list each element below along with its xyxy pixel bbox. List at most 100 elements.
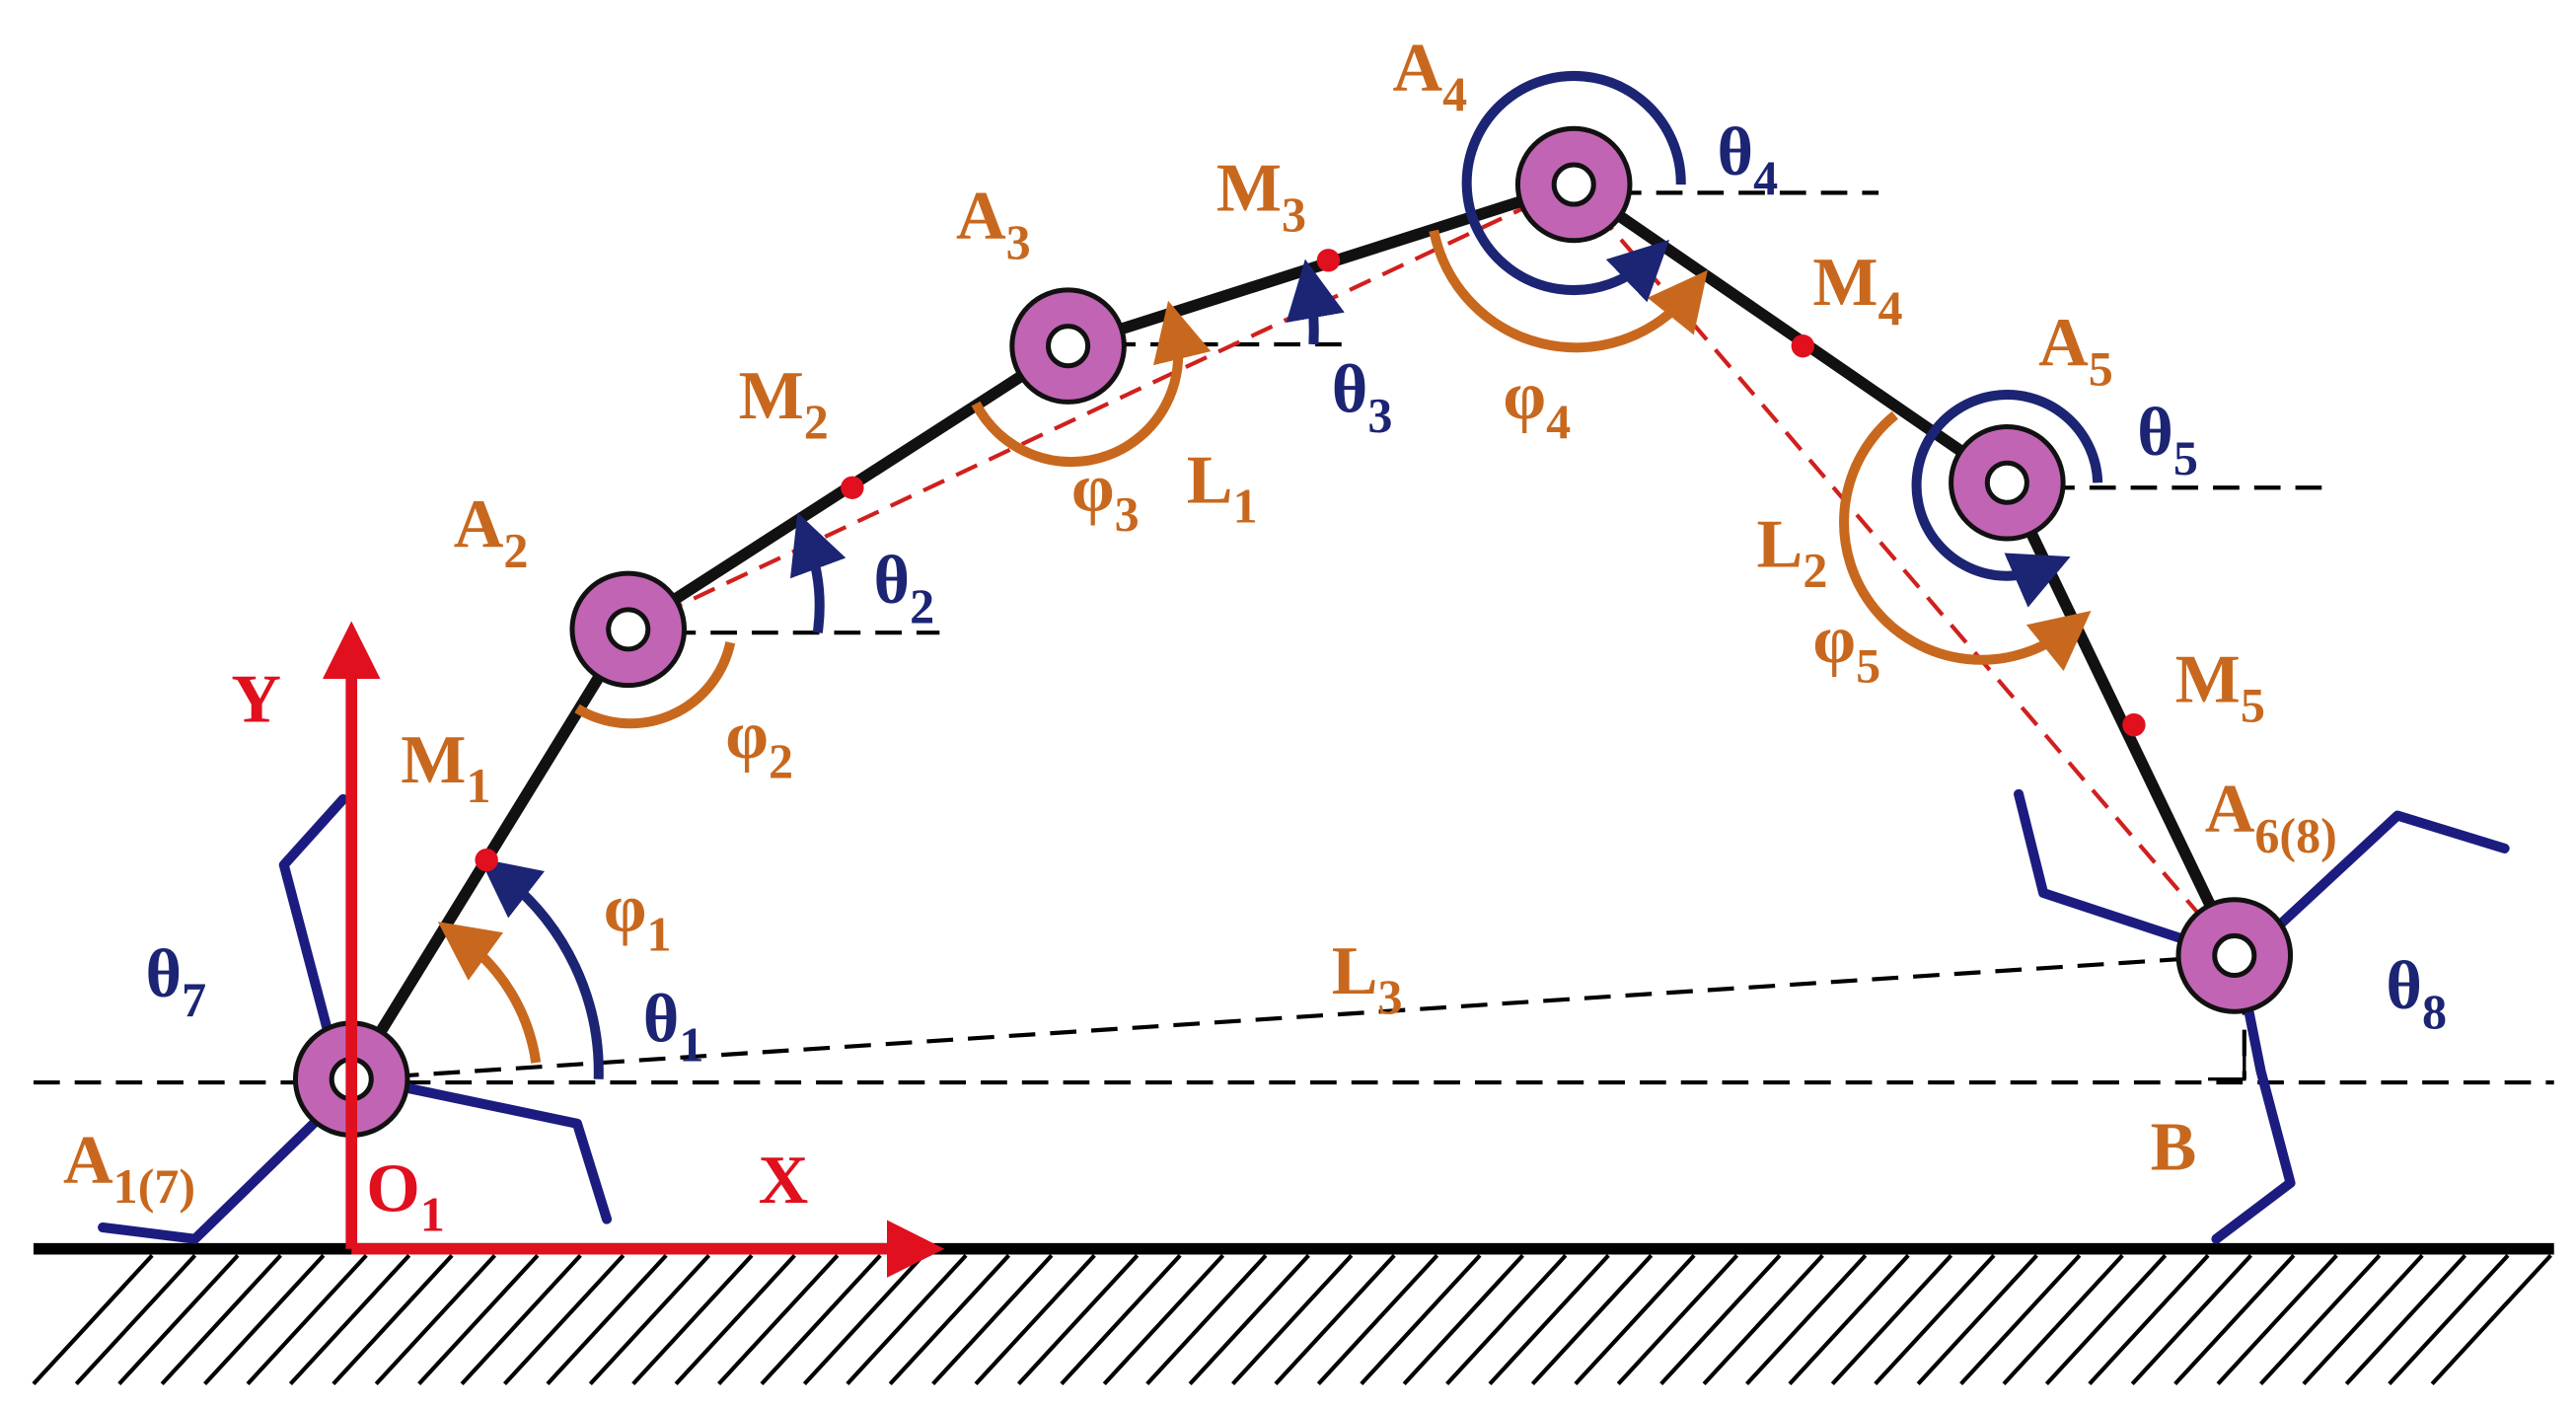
hatch-line [1916, 1253, 2038, 1386]
hatch-line [2388, 1253, 2510, 1386]
label: L2 [1757, 506, 1828, 597]
hatch-line [546, 1253, 668, 1386]
arc-phi5 [1838, 410, 2092, 672]
label-subscript: 5 [2089, 341, 2113, 397]
label: M5 [2175, 641, 2265, 732]
label-text: θ [874, 543, 911, 619]
label-subscript: 2 [769, 733, 793, 788]
label-text: A [2205, 772, 2255, 848]
hatch-line [1659, 1253, 1782, 1386]
label-text: M [401, 722, 466, 798]
hatch-line [160, 1253, 282, 1386]
hatch-line [846, 1253, 968, 1386]
label: B [2151, 1110, 2197, 1186]
hatch-line [1102, 1253, 1225, 1386]
hatch-line [460, 1253, 582, 1386]
label-text: φ [725, 698, 769, 774]
label-text: B [2151, 1110, 2197, 1186]
label-text: M [739, 358, 804, 434]
hatch-line [1530, 1253, 1654, 1386]
label-text: X [759, 1143, 809, 1219]
label-subscript: 8 [2422, 984, 2447, 1039]
label-text: φ [1503, 358, 1546, 434]
label-subscript: 6(8) [2254, 807, 2336, 862]
hatch-line [117, 1253, 240, 1386]
mass-point [1791, 333, 1814, 358]
label: A5 [2038, 306, 2113, 397]
hatch-line [1316, 1253, 1439, 1386]
reference-lines [33, 190, 2554, 1085]
label: M3 [1216, 151, 1306, 242]
hatch-line [1016, 1253, 1140, 1386]
hatch-line [203, 1253, 326, 1386]
label-subscript: 3 [1282, 186, 1306, 242]
label: A3 [956, 179, 1031, 269]
hatch-line [1788, 1253, 1910, 1386]
arc-phi2 [574, 641, 736, 729]
label-subscript: 2 [910, 578, 934, 633]
legs [98, 788, 2510, 1244]
hatch-line [331, 1253, 454, 1386]
label: θ2 [874, 543, 935, 633]
hatch-line [2430, 1253, 2552, 1386]
label-subscript: 1 [1233, 478, 1258, 533]
hatch-line [2002, 1253, 2124, 1386]
hatch-line [1360, 1253, 1482, 1386]
label: φ4 [1503, 358, 1571, 449]
label-subscript: 7 [182, 972, 206, 1027]
label: X [759, 1143, 809, 1219]
joint-hole [1046, 324, 1091, 369]
mass-points [475, 249, 2146, 872]
label-subscript: 3 [1367, 387, 1392, 442]
label: θ7 [146, 936, 207, 1027]
label-text: L [1187, 442, 1233, 518]
label: θ5 [2137, 395, 2198, 485]
leg [2211, 983, 2296, 1244]
l2-line [1572, 183, 2237, 957]
label-subscript: 3 [1378, 969, 1403, 1024]
label-text: θ [1332, 351, 1368, 427]
angle-arcs [437, 70, 2103, 1079]
mass-point [2122, 713, 2146, 737]
label-subscript: 1 [679, 1016, 703, 1072]
label: Y [231, 661, 281, 737]
ground-hatching [32, 1253, 2552, 1386]
label-subscript: 2 [503, 522, 528, 577]
label-subscript: 5 [2173, 430, 2198, 485]
hatch-line [1488, 1253, 1610, 1386]
hatch-line [2088, 1253, 2210, 1386]
label: M2 [739, 358, 829, 449]
hatch-line [1060, 1253, 1182, 1386]
label-subscript: 2 [1803, 542, 1827, 597]
arc-theta4 [1461, 70, 1686, 303]
arc-theta5 [1911, 390, 2103, 608]
hatch-line [888, 1253, 1011, 1386]
arc-theta2 [789, 512, 846, 633]
hatch-line [1830, 1253, 1953, 1386]
hatch-line [631, 1253, 754, 1386]
hatch-line [2130, 1253, 2253, 1386]
label: φ1 [604, 870, 672, 961]
label-subscript: 5 [2241, 677, 2265, 732]
hatch-line [1574, 1253, 1696, 1386]
arc-phi3 [971, 300, 1212, 468]
label-text: θ [2137, 395, 2173, 471]
hatch-line [1188, 1253, 1310, 1386]
hatch-line [417, 1253, 540, 1386]
label: φ5 [1812, 602, 1880, 693]
hatch-line [1445, 1253, 1568, 1386]
label: θ1 [643, 981, 704, 1072]
label: O1 [366, 1150, 445, 1241]
label-text: A [63, 1123, 113, 1199]
hatch-line [1702, 1253, 1824, 1386]
hatch-line [1745, 1253, 1868, 1386]
hatch-line [1874, 1253, 1996, 1386]
hatch-line [1274, 1253, 1396, 1386]
label-subscript: 2 [804, 394, 829, 449]
label: A2 [454, 486, 529, 577]
hatch-line [2302, 1253, 2424, 1386]
hatch-line [246, 1253, 368, 1386]
joint-hole [2212, 932, 2257, 979]
label-subscript: 3 [1115, 486, 1140, 542]
